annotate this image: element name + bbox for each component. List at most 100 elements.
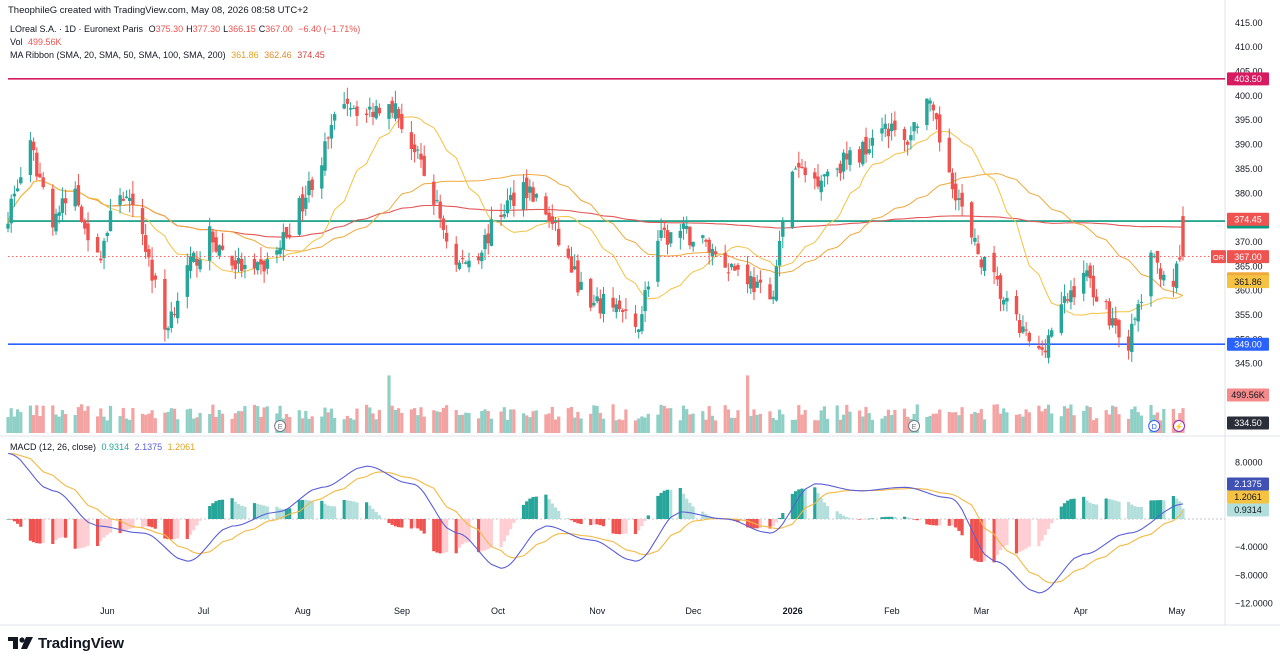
tag-ma200-label: 374.45 — [1234, 214, 1262, 224]
macd-histogram-bar — [1181, 508, 1185, 519]
macd-histogram-bar — [121, 519, 125, 532]
macd-histogram-bar — [902, 516, 907, 519]
candle — [278, 240, 282, 258]
candle-body — [646, 286, 650, 290]
volume-bar — [73, 415, 77, 433]
macd-histogram-bar — [656, 495, 660, 519]
macd-histogram-bar — [1072, 498, 1076, 519]
volume-bar — [864, 406, 868, 433]
candle — [435, 189, 439, 203]
candle — [1040, 340, 1044, 356]
tradingview-logo-text: TradingView — [38, 634, 124, 652]
macd-histogram-bar — [957, 519, 961, 531]
macd-histogram-bar — [681, 493, 686, 519]
header-credit: TheophileG created with TradingView.com,… — [8, 5, 309, 16]
candle-body — [38, 173, 42, 178]
candle-body — [957, 198, 961, 200]
candle — [681, 216, 686, 240]
macd-histogram-bar — [576, 519, 580, 524]
volume-bar — [288, 417, 292, 433]
volume-bar — [768, 411, 772, 433]
candle-body — [1162, 274, 1166, 281]
candle — [1050, 327, 1054, 338]
tag-macd-macd_line-bg — [1227, 477, 1269, 491]
candle — [745, 255, 750, 294]
volume-bar — [310, 416, 314, 433]
candle — [172, 307, 177, 318]
candle-body — [374, 106, 378, 119]
candle — [163, 269, 167, 342]
candle — [643, 281, 647, 322]
tag-support-low: 349.00 — [1227, 337, 1269, 351]
volume-bar — [669, 408, 673, 433]
candle-body — [300, 194, 305, 212]
candle-body — [6, 223, 10, 229]
candle-body — [211, 231, 215, 243]
candle-body — [31, 141, 36, 151]
candle — [883, 114, 887, 138]
macd-histogram-bar — [867, 518, 871, 520]
candle — [934, 112, 939, 130]
candle-body — [704, 239, 708, 242]
candle-body — [1088, 265, 1092, 279]
candle-body — [592, 302, 596, 306]
macd-histogram-bar — [281, 509, 285, 519]
candle — [480, 250, 484, 269]
macd-histogram-bar — [790, 493, 794, 519]
candle-body — [297, 198, 301, 235]
candle-body — [63, 198, 68, 204]
candle-body — [579, 281, 583, 290]
volume-bar — [1040, 411, 1044, 433]
candle — [131, 181, 135, 218]
candle — [454, 236, 458, 273]
volume-bar — [957, 415, 961, 433]
candle-body — [745, 264, 750, 285]
candle-body — [409, 132, 414, 149]
candle-body — [995, 276, 999, 280]
volume-bar — [230, 418, 234, 433]
candle — [99, 250, 103, 264]
macd-histogram-bar — [211, 503, 215, 519]
candle — [617, 294, 622, 312]
candle — [1117, 318, 1121, 348]
candle-body — [1174, 263, 1179, 289]
legend-ohlc: O375.30 H377.30 L366.15 C367.00 — [146, 24, 293, 34]
volume-bar — [166, 411, 170, 433]
macd-histogram-bar — [662, 490, 666, 519]
legend-vol-value: 499.56K — [28, 37, 62, 47]
candle — [797, 151, 801, 178]
candle — [124, 190, 129, 199]
volume-bar — [746, 375, 750, 433]
candle — [1059, 291, 1063, 336]
tag-last-prefix: OR — [1213, 253, 1225, 262]
macd-histogram-bar — [1037, 519, 1041, 547]
candle — [368, 97, 372, 118]
candle-body — [1021, 326, 1025, 333]
candle — [870, 129, 875, 158]
candle — [665, 224, 670, 255]
candle — [976, 235, 980, 255]
volume-bar — [329, 408, 333, 433]
candle — [211, 228, 215, 253]
candle — [236, 247, 241, 273]
macd-histogram-bar — [1175, 498, 1179, 519]
candle-body — [803, 167, 807, 176]
candle — [195, 251, 199, 278]
candle — [915, 123, 919, 134]
tradingview-logo[interactable]: TradingView — [8, 632, 124, 654]
candle — [912, 122, 916, 141]
candle-body — [1158, 268, 1163, 280]
volume-bar — [598, 412, 602, 433]
volume-bar — [1104, 410, 1108, 433]
macd-histogram-bar — [333, 506, 337, 519]
candle — [326, 136, 330, 150]
candle-body — [118, 195, 122, 205]
macd-histogram-bar — [880, 517, 884, 519]
candle — [553, 217, 558, 232]
candle — [105, 231, 109, 243]
candle-body — [124, 196, 129, 199]
volume-bar — [589, 413, 593, 433]
volume-bar — [790, 419, 794, 433]
volume-bar — [320, 416, 324, 433]
